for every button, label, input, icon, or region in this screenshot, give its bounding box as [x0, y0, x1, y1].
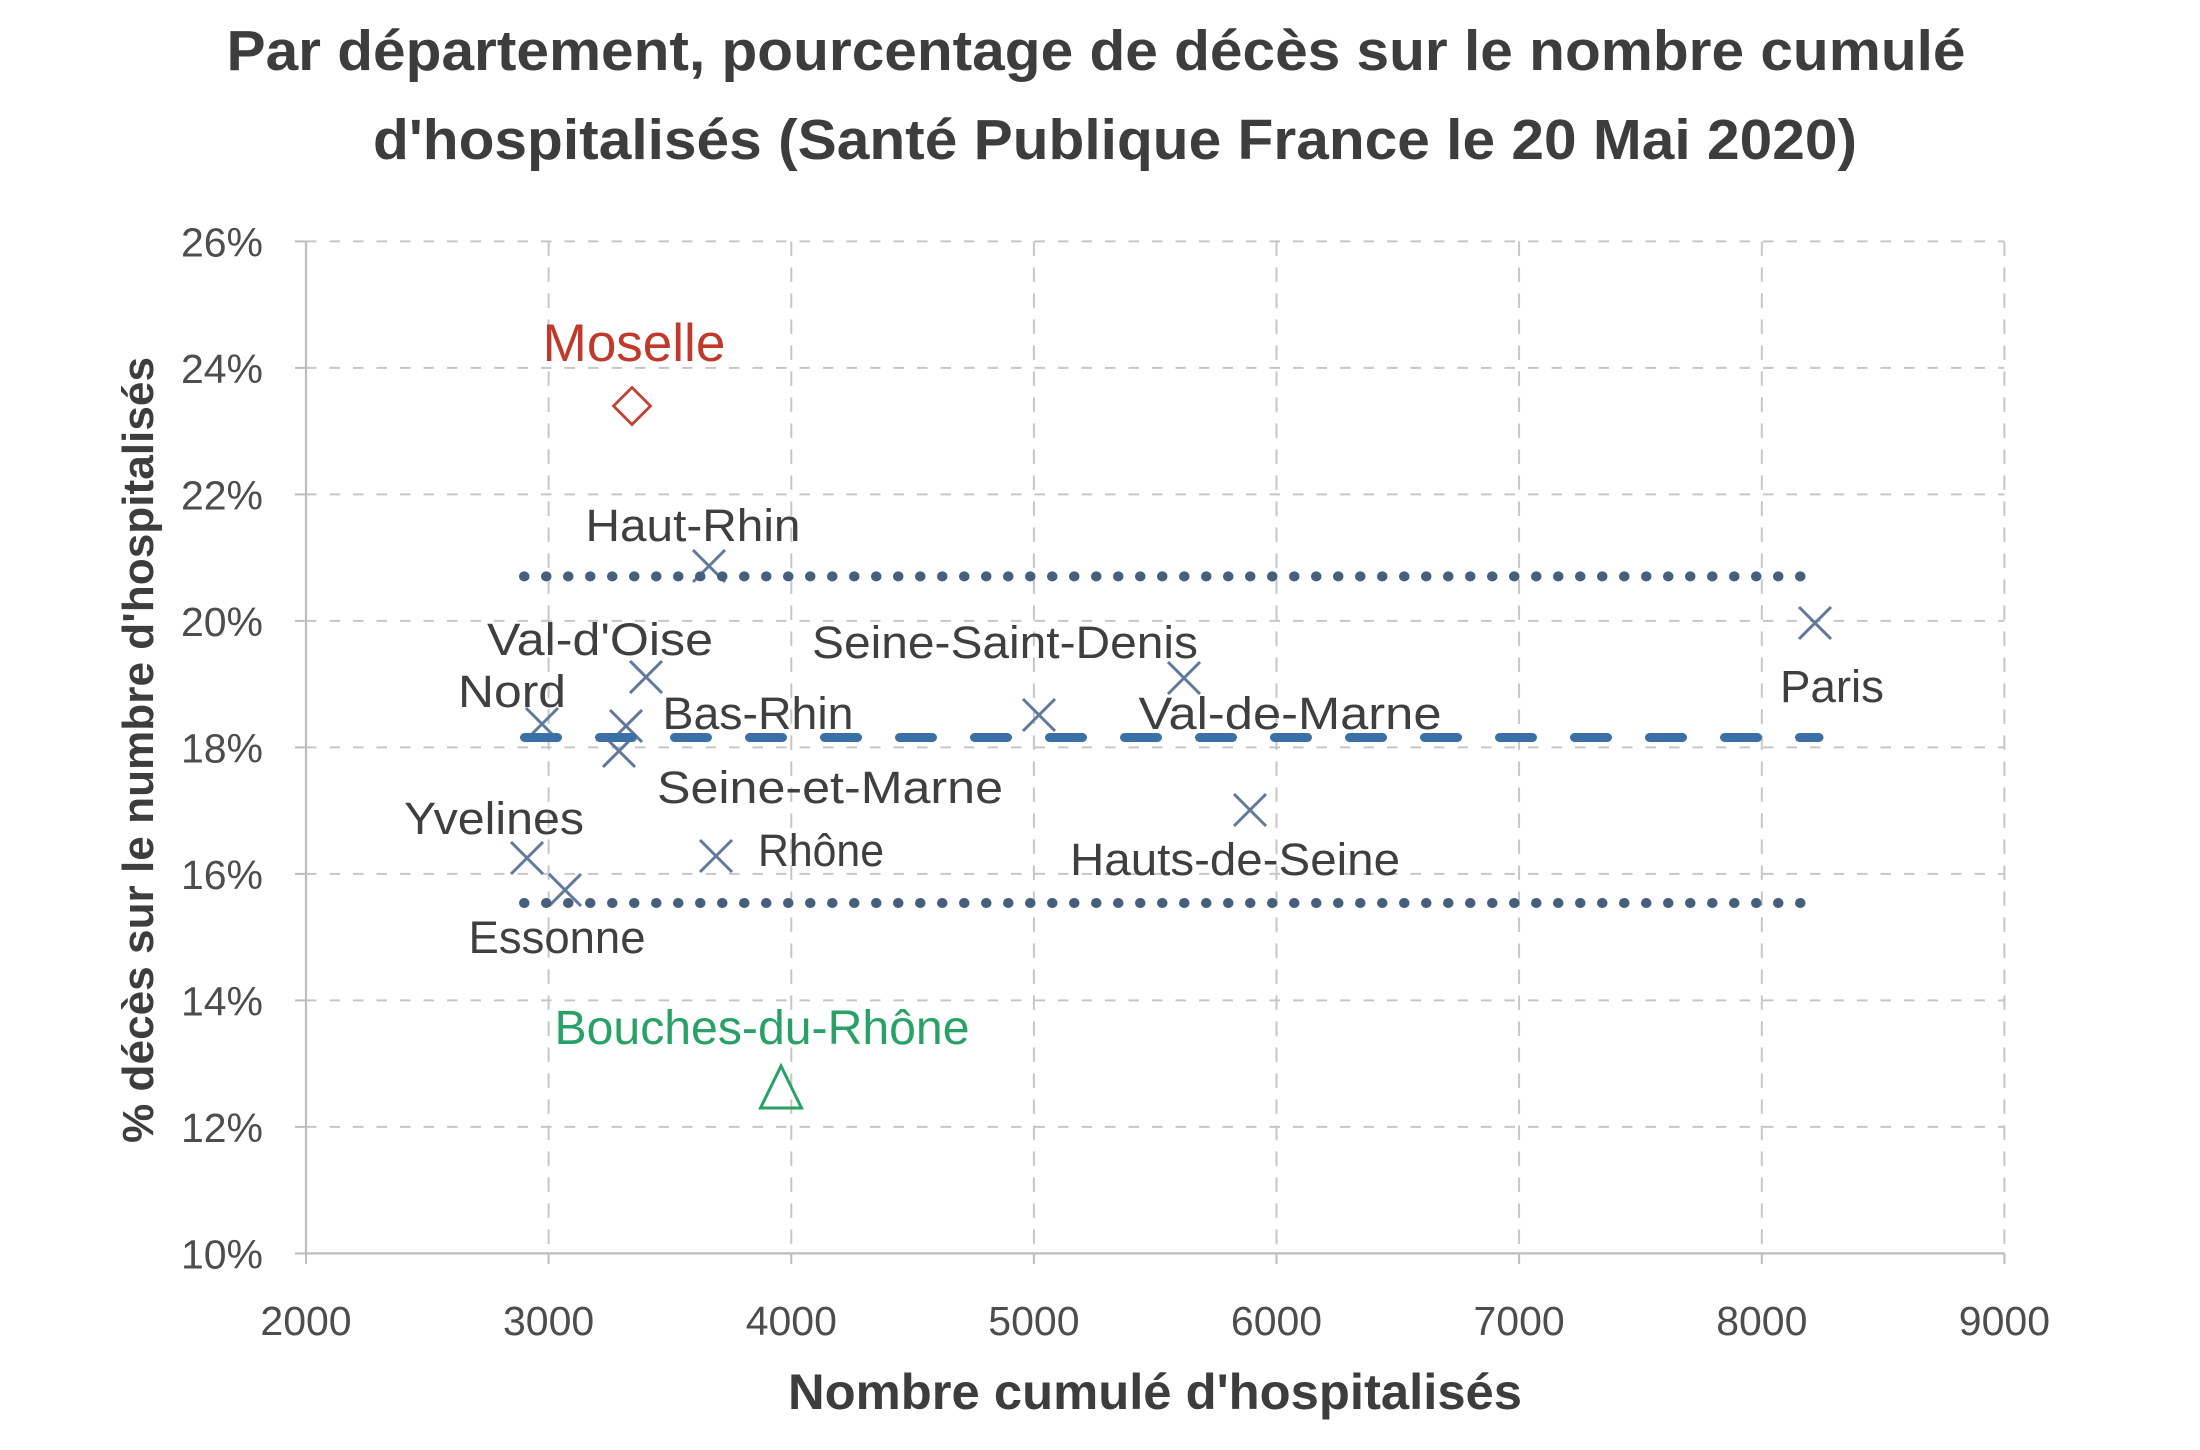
svg-text:26%: 26% — [181, 219, 263, 265]
svg-text:6000: 6000 — [1231, 1298, 1322, 1344]
svg-text:Seine-et-Marne: Seine-et-Marne — [657, 762, 1003, 813]
svg-text:Bouches-du-Rhône: Bouches-du-Rhône — [555, 1002, 970, 1055]
svg-text:Val-d'Oise: Val-d'Oise — [487, 614, 713, 665]
svg-text:d'hospitalisés (Santé Publique: d'hospitalisés (Santé Publique France le… — [373, 108, 1857, 172]
svg-text:2000: 2000 — [260, 1298, 351, 1344]
svg-text:9000: 9000 — [1959, 1298, 2050, 1344]
svg-text:7000: 7000 — [1473, 1298, 1564, 1344]
svg-text:22%: 22% — [181, 472, 263, 518]
svg-text:8000: 8000 — [1716, 1298, 1807, 1344]
svg-text:Essonne: Essonne — [469, 912, 646, 963]
svg-text:Bas-Rhin: Bas-Rhin — [663, 688, 854, 739]
svg-text:Par département, pourcentage d: Par département, pourcentage de décès su… — [227, 19, 1966, 83]
svg-text:18%: 18% — [181, 725, 263, 771]
svg-text:20%: 20% — [181, 599, 263, 645]
svg-text:16%: 16% — [181, 852, 263, 898]
svg-text:Seine-Saint-Denis: Seine-Saint-Denis — [812, 617, 1198, 668]
svg-text:Hauts-de-Seine: Hauts-de-Seine — [1070, 834, 1400, 885]
svg-text:Moselle: Moselle — [543, 314, 726, 373]
svg-text:12%: 12% — [181, 1105, 263, 1151]
svg-text:Yvelines: Yvelines — [404, 793, 584, 844]
svg-text:24%: 24% — [181, 346, 263, 392]
svg-text:Haut-Rhin: Haut-Rhin — [586, 500, 801, 551]
svg-text:Rhône: Rhône — [758, 825, 884, 876]
svg-text:10%: 10% — [181, 1231, 263, 1277]
svg-text:Nord: Nord — [458, 666, 566, 717]
svg-text:% décès sur le numbre d'hospit: % décès sur le numbre d'hospitalisés — [114, 357, 163, 1143]
svg-text:14%: 14% — [181, 978, 263, 1024]
svg-text:4000: 4000 — [746, 1298, 837, 1344]
svg-text:Val-de-Marne: Val-de-Marne — [1139, 688, 1442, 739]
svg-text:3000: 3000 — [503, 1298, 594, 1344]
svg-text:Nombre cumulé d'hospitalisés: Nombre cumulé d'hospitalisés — [788, 1364, 1522, 1420]
svg-text:Paris: Paris — [1780, 661, 1884, 712]
svg-text:5000: 5000 — [988, 1298, 1079, 1344]
